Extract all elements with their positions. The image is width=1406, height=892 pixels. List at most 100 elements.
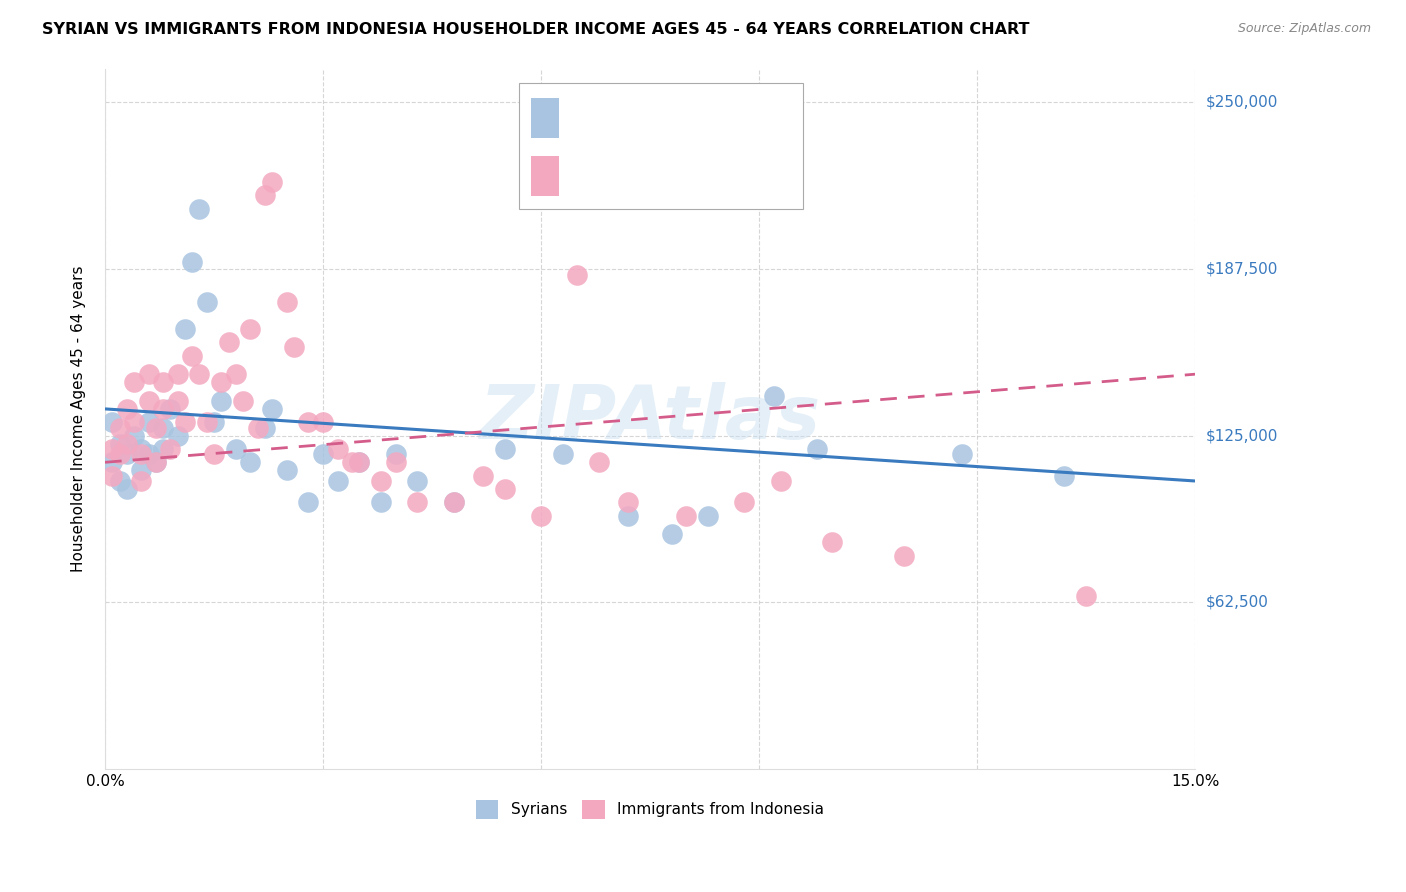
Point bbox=[152, 401, 174, 416]
Point bbox=[567, 268, 589, 283]
Point bbox=[326, 474, 349, 488]
Point bbox=[145, 455, 167, 469]
Point bbox=[297, 415, 319, 429]
Point bbox=[893, 549, 915, 563]
Point bbox=[617, 495, 640, 509]
Point bbox=[225, 442, 247, 456]
Point bbox=[101, 468, 124, 483]
Point bbox=[349, 455, 371, 469]
Point bbox=[253, 420, 276, 434]
Point bbox=[152, 442, 174, 456]
Point bbox=[138, 415, 160, 429]
Point bbox=[101, 455, 124, 469]
Point bbox=[108, 447, 131, 461]
Point bbox=[246, 420, 269, 434]
Point bbox=[166, 393, 188, 408]
Point bbox=[131, 463, 153, 477]
Point bbox=[166, 428, 188, 442]
Point bbox=[697, 508, 720, 523]
Point bbox=[471, 468, 494, 483]
Point bbox=[115, 482, 138, 496]
Point bbox=[253, 188, 276, 202]
Point bbox=[138, 368, 160, 382]
Point bbox=[181, 349, 204, 363]
Point bbox=[370, 474, 392, 488]
Point bbox=[276, 295, 298, 310]
Point bbox=[276, 463, 298, 477]
Point bbox=[232, 393, 254, 408]
Point bbox=[588, 455, 610, 469]
Point bbox=[762, 388, 785, 402]
Point bbox=[551, 447, 574, 461]
Text: $62,500: $62,500 bbox=[1206, 595, 1270, 610]
Point bbox=[122, 428, 145, 442]
Point bbox=[806, 442, 828, 456]
Point bbox=[159, 442, 181, 456]
Point bbox=[145, 455, 167, 469]
Point bbox=[225, 368, 247, 382]
Text: SYRIAN VS IMMIGRANTS FROM INDONESIA HOUSEHOLDER INCOME AGES 45 - 64 YEARS CORREL: SYRIAN VS IMMIGRANTS FROM INDONESIA HOUS… bbox=[42, 22, 1029, 37]
Point bbox=[384, 447, 406, 461]
Point bbox=[181, 255, 204, 269]
Point bbox=[384, 455, 406, 469]
Point bbox=[262, 175, 284, 189]
Point bbox=[675, 508, 697, 523]
Point bbox=[108, 436, 131, 450]
Point bbox=[152, 375, 174, 389]
Point bbox=[617, 508, 640, 523]
Point bbox=[188, 202, 211, 216]
Point bbox=[138, 447, 160, 461]
Point bbox=[115, 401, 138, 416]
Point bbox=[821, 535, 844, 549]
Point bbox=[1053, 468, 1076, 483]
Point bbox=[138, 393, 160, 408]
Point bbox=[1074, 589, 1097, 603]
Point bbox=[115, 436, 138, 450]
Point bbox=[145, 420, 167, 434]
Point bbox=[239, 455, 262, 469]
Text: ZIPAtlas: ZIPAtlas bbox=[479, 383, 821, 456]
Point bbox=[406, 495, 429, 509]
Point bbox=[166, 368, 188, 382]
Text: Source: ZipAtlas.com: Source: ZipAtlas.com bbox=[1237, 22, 1371, 36]
Point bbox=[115, 447, 138, 461]
Point bbox=[340, 455, 363, 469]
Point bbox=[406, 474, 429, 488]
Point bbox=[101, 415, 124, 429]
Point bbox=[202, 447, 225, 461]
Point bbox=[769, 474, 792, 488]
Point bbox=[122, 375, 145, 389]
Point bbox=[530, 508, 553, 523]
Point bbox=[108, 420, 131, 434]
Point bbox=[131, 447, 153, 461]
Text: $187,500: $187,500 bbox=[1206, 261, 1278, 277]
Point bbox=[195, 415, 218, 429]
Point bbox=[312, 447, 335, 461]
Point bbox=[195, 295, 218, 310]
Point bbox=[209, 375, 232, 389]
Point bbox=[283, 341, 305, 355]
Point bbox=[326, 442, 349, 456]
Point bbox=[202, 415, 225, 429]
Point bbox=[370, 495, 392, 509]
Y-axis label: Householder Income Ages 45 - 64 years: Householder Income Ages 45 - 64 years bbox=[72, 266, 86, 572]
Point bbox=[174, 415, 197, 429]
Legend: Syrians, Immigrants from Indonesia: Syrians, Immigrants from Indonesia bbox=[470, 794, 831, 825]
Point bbox=[131, 474, 153, 488]
Point bbox=[218, 335, 240, 350]
Point bbox=[122, 415, 145, 429]
Point bbox=[188, 368, 211, 382]
Point bbox=[443, 495, 465, 509]
Point bbox=[108, 474, 131, 488]
Point bbox=[494, 482, 516, 496]
Point bbox=[297, 495, 319, 509]
Point bbox=[101, 442, 124, 456]
Text: $125,000: $125,000 bbox=[1206, 428, 1278, 443]
Point bbox=[159, 401, 181, 416]
Point bbox=[312, 415, 335, 429]
Point bbox=[262, 401, 284, 416]
Point bbox=[734, 495, 756, 509]
Point bbox=[152, 420, 174, 434]
Point bbox=[131, 442, 153, 456]
Point bbox=[443, 495, 465, 509]
